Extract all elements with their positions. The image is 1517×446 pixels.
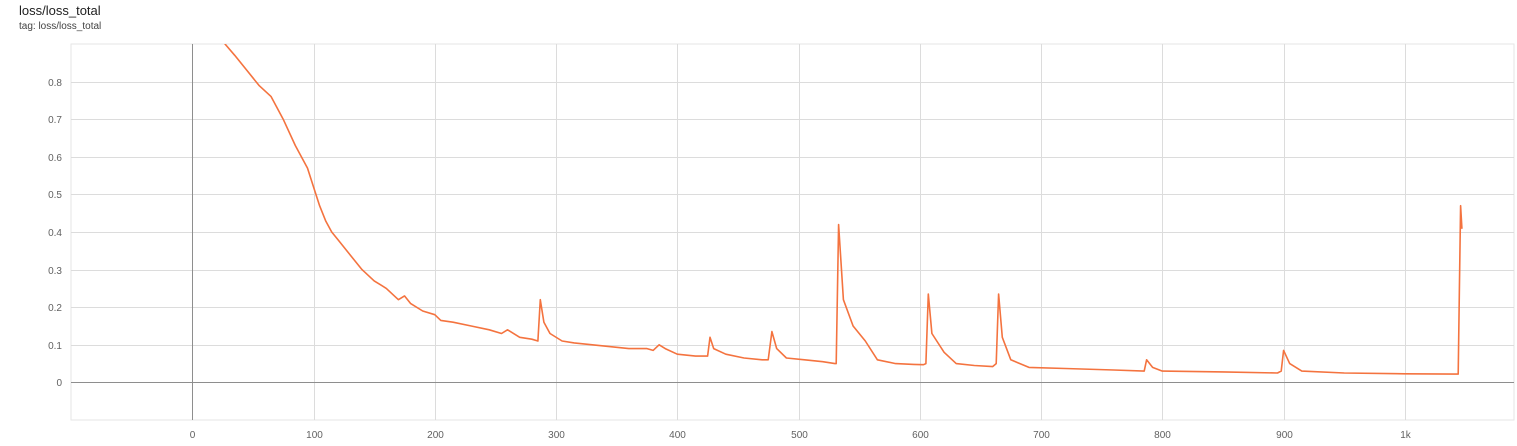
y-tick-label: 0 bbox=[56, 378, 62, 389]
x-tick-label: 800 bbox=[1154, 430, 1171, 441]
x-tick-label: 500 bbox=[791, 430, 808, 441]
y-tick-label: 0.3 bbox=[48, 266, 62, 277]
y-tick-label: 0.4 bbox=[48, 228, 62, 239]
loss-series-line bbox=[224, 44, 1463, 375]
x-tick-label: 100 bbox=[306, 430, 323, 441]
x-tick-label: 400 bbox=[669, 430, 686, 441]
y-tick-label: 0.6 bbox=[48, 153, 62, 164]
x-tick-label: 0 bbox=[190, 430, 196, 441]
chart-tag: tag: loss/loss_total bbox=[19, 21, 102, 32]
x-tick-label: 600 bbox=[912, 430, 929, 441]
y-tick-label: 0.5 bbox=[48, 190, 62, 201]
x-tick-label: 700 bbox=[1033, 430, 1050, 441]
x-tick-label: 300 bbox=[548, 430, 565, 441]
y-tick-label: 0.7 bbox=[48, 115, 62, 126]
x-tick-label: 200 bbox=[427, 430, 444, 441]
x-tick-label: 1k bbox=[1400, 430, 1412, 441]
y-tick-label: 0.2 bbox=[48, 303, 62, 314]
y-tick-label: 0.8 bbox=[48, 78, 62, 89]
chart-title: loss/loss_total bbox=[19, 3, 101, 18]
x-tick-label: 900 bbox=[1276, 430, 1293, 441]
y-tick-label: 0.1 bbox=[48, 341, 62, 352]
